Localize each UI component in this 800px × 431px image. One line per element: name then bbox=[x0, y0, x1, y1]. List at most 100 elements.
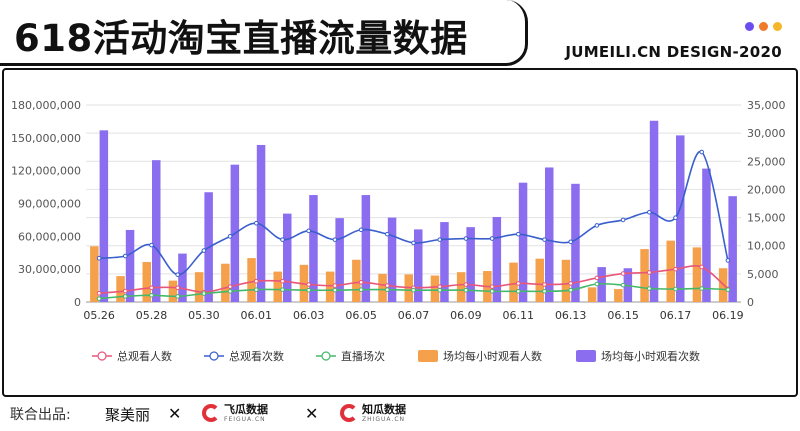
line-point bbox=[699, 149, 705, 155]
header-subtitle: JUMEILI.CN DESIGN-2020 bbox=[565, 43, 782, 61]
bar-avg-viewers-per-hour bbox=[273, 271, 282, 302]
line-point bbox=[594, 223, 600, 228]
line-point bbox=[516, 289, 521, 294]
line-point bbox=[385, 283, 390, 288]
bar-avg-views-per-hour bbox=[466, 227, 475, 302]
line-point bbox=[489, 289, 495, 294]
line-point bbox=[437, 237, 443, 242]
line-point bbox=[385, 287, 390, 292]
y-right-tick-label: 0 bbox=[747, 296, 754, 309]
line-point bbox=[647, 270, 652, 275]
y-right-tick-label: 25,000 bbox=[747, 155, 786, 168]
line-point bbox=[516, 281, 521, 286]
line-point bbox=[254, 220, 259, 226]
line-point bbox=[306, 228, 312, 234]
bar-avg-views-per-hour bbox=[283, 213, 292, 302]
line-point bbox=[96, 290, 102, 296]
line-point bbox=[358, 287, 364, 292]
y-left-tick-label: 150,000,000 bbox=[11, 132, 81, 145]
x-tick-label: 06.03 bbox=[293, 309, 325, 322]
bar-avg-viewers-per-hour bbox=[587, 287, 597, 302]
brand-jumeili: 聚美丽 bbox=[105, 406, 151, 424]
line-point bbox=[620, 271, 626, 276]
x-tick-label: 05.30 bbox=[188, 309, 220, 322]
footer: 联合出品: 聚美丽 ✕ 飞瓜数据 FEIGUA.CN ✕ 知瓜数据 ZHIGUA… bbox=[10, 400, 790, 426]
decorative-dots bbox=[740, 16, 782, 35]
chart-frame: 0 30,000,000 60,000,000 90,000,000 120,000,0… bbox=[2, 68, 798, 397]
line-point bbox=[673, 286, 678, 292]
y-left-tick-label: 120,000,000 bbox=[11, 165, 81, 178]
line-point bbox=[568, 239, 574, 245]
line-point bbox=[280, 287, 285, 292]
bar-avg-views-per-hour bbox=[152, 160, 161, 302]
line-point bbox=[647, 209, 652, 215]
bar-avg-views-per-hour bbox=[518, 182, 528, 302]
line-point bbox=[149, 285, 154, 291]
bar-avg-views-per-hour bbox=[309, 195, 318, 302]
bar-avg-views-per-hour bbox=[335, 218, 344, 302]
x-tick-label: 06.07 bbox=[398, 309, 430, 322]
line-point bbox=[280, 237, 285, 242]
line-point bbox=[385, 231, 390, 237]
line-point bbox=[227, 284, 233, 289]
bar-avg-views-per-hour bbox=[125, 229, 135, 302]
line-point bbox=[620, 217, 626, 223]
legend-label: 直播场次 bbox=[341, 349, 385, 363]
x-tick-label: 06.05 bbox=[345, 309, 377, 322]
line-point bbox=[123, 253, 128, 259]
y-left-tick-label: 180,000,000 bbox=[11, 99, 81, 112]
line-point bbox=[227, 289, 233, 294]
x-tick-label: 05.28 bbox=[136, 309, 168, 322]
bar-avg-viewers-per-hour bbox=[535, 258, 544, 302]
bar-avg-viewers-per-hour bbox=[456, 272, 466, 302]
bar-avg-viewers-per-hour bbox=[378, 273, 387, 302]
brand-zhigua-sub: ZHIGUA.CN bbox=[362, 416, 406, 423]
bar-avg-viewers-per-hour bbox=[168, 280, 178, 302]
line-point bbox=[516, 231, 521, 237]
bar-avg-views-per-hour bbox=[492, 217, 502, 302]
x-tick-label: 06.19 bbox=[712, 309, 744, 322]
bar-avg-viewers-per-hour bbox=[194, 272, 204, 302]
brand-feigua: 飞瓜数据 bbox=[224, 403, 268, 416]
legend-label: 场均每小时观看次数 bbox=[601, 349, 700, 363]
line-point bbox=[201, 291, 207, 296]
bar-avg-viewers-per-hour bbox=[247, 258, 256, 302]
feigua-logo-icon bbox=[202, 404, 220, 422]
header: 618活动淘宝直播流量数据 JUMEILI.CN DESIGN-2020 bbox=[0, 0, 800, 68]
bar-avg-views-per-hour bbox=[702, 168, 711, 302]
line-point bbox=[620, 282, 626, 288]
zhigua-logo-icon bbox=[340, 404, 358, 422]
line-point bbox=[725, 258, 731, 263]
bar-avg-views-per-hour bbox=[361, 195, 371, 302]
bar-avg-viewers-per-hour bbox=[116, 276, 125, 302]
line-point bbox=[306, 282, 312, 287]
line-point bbox=[201, 248, 207, 253]
x-tick-label: 06.01 bbox=[241, 309, 273, 322]
bar-avg-views-per-hour bbox=[545, 167, 554, 302]
x-tick-label: 06.09 bbox=[450, 309, 482, 322]
line-point bbox=[568, 281, 574, 286]
bar-avg-views-per-hour bbox=[414, 229, 423, 302]
line-point bbox=[96, 296, 102, 301]
line-point bbox=[332, 283, 338, 288]
line-point bbox=[542, 237, 547, 242]
line-point bbox=[594, 275, 600, 281]
separator-x-1: ✕ bbox=[168, 404, 182, 423]
bar-avg-views-per-hour bbox=[728, 196, 737, 302]
line-point bbox=[411, 240, 416, 246]
legend-label: 场均每小时观看人数 bbox=[443, 349, 542, 363]
bar-avg-viewers-per-hour bbox=[614, 289, 623, 302]
brand-feigua-sub: FEIGUA.CN bbox=[224, 416, 266, 423]
line-point bbox=[437, 287, 443, 293]
x-tick-label: 06.17 bbox=[660, 309, 692, 322]
dot-orange bbox=[759, 22, 768, 31]
legend-marker bbox=[209, 351, 219, 361]
line-point bbox=[123, 288, 128, 294]
line-point bbox=[358, 280, 364, 285]
line-point bbox=[254, 287, 259, 292]
y-right-tick-label: 20,000 bbox=[747, 183, 786, 196]
y-left-tick-label: 60,000,000 bbox=[18, 230, 81, 243]
separator-x-2: ✕ bbox=[305, 404, 319, 423]
title-box: 618活动淘宝直播流量数据 bbox=[0, 0, 528, 66]
y-right-tick-label: 10,000 bbox=[747, 240, 786, 253]
